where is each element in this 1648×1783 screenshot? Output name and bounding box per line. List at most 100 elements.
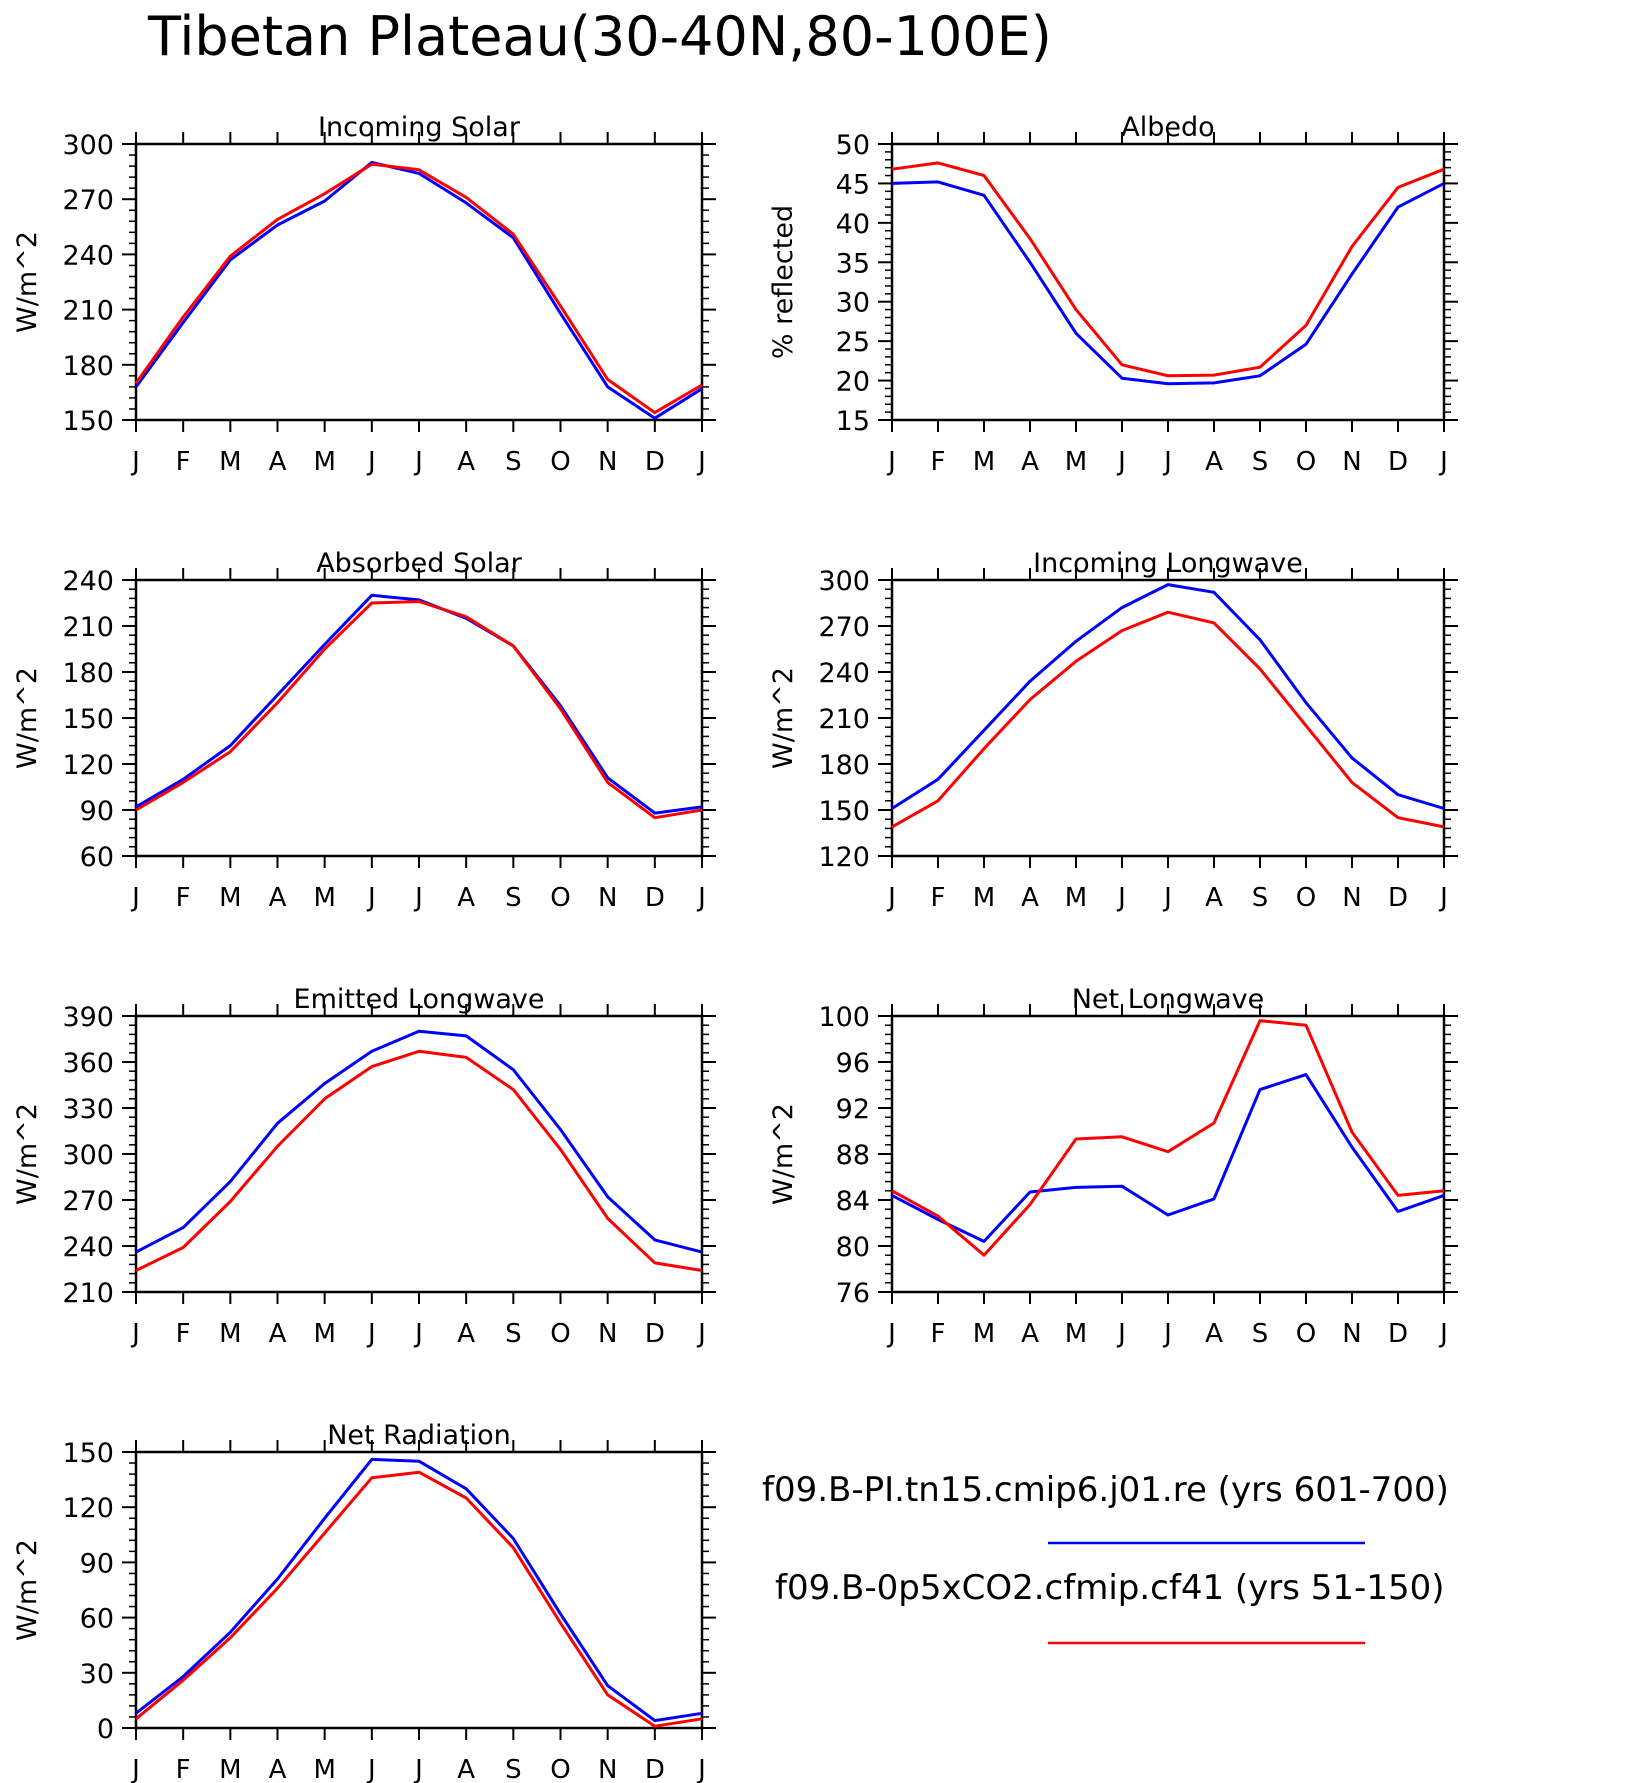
x-tick-label: J xyxy=(696,1319,706,1349)
legend-label-blue: f09.B-PI.tn15.cmip6.j01.re (yrs 601-700) xyxy=(762,1470,1449,1510)
y-tick-label: 210 xyxy=(62,612,114,643)
x-tick-label: D xyxy=(645,883,665,913)
x-tick-label: M xyxy=(973,883,995,913)
x-tick-label: J xyxy=(1116,1319,1126,1349)
x-tick-label: S xyxy=(1252,883,1269,913)
x-tick-label: J xyxy=(886,1319,896,1349)
series-line-red xyxy=(891,610,1445,829)
x-tick-label: J xyxy=(1162,1319,1172,1349)
x-tick-label: N xyxy=(598,447,617,477)
y-tick-label: 270 xyxy=(62,1186,114,1217)
x-tick-label: J xyxy=(1162,447,1172,477)
plot-frame xyxy=(134,142,704,422)
legend-lines xyxy=(1048,1541,1365,1645)
x-tick-label: J xyxy=(1162,883,1172,913)
x-tick-label: O xyxy=(1296,883,1316,913)
series-line-red xyxy=(891,161,1445,378)
x-tick-label: A xyxy=(269,1755,287,1783)
x-tick-label: J xyxy=(366,447,376,477)
x-tick-label: A xyxy=(457,883,475,913)
x-tick-label: A xyxy=(457,1755,475,1783)
x-tick-label: M xyxy=(1065,447,1087,477)
y-tick-label: 270 xyxy=(818,612,870,643)
x-tick-label: J xyxy=(366,1755,376,1783)
series-line-red xyxy=(135,600,703,820)
series-line-blue xyxy=(134,160,703,420)
x-tick-label: D xyxy=(1388,1319,1408,1349)
x-tick-label: J xyxy=(1438,1319,1448,1349)
y-axis-label: W/m^2 xyxy=(12,1539,43,1641)
x-tick-label: J xyxy=(1116,883,1126,913)
y-tick-label: 45 xyxy=(836,169,870,200)
x-tick-label: J xyxy=(366,883,376,913)
x-tick-label: J xyxy=(886,883,896,913)
x-tick-label: A xyxy=(269,883,287,913)
x-tick-label: M xyxy=(313,1755,335,1783)
y-tick-label: 30 xyxy=(836,288,870,319)
x-tick-label: A xyxy=(1205,447,1223,477)
x-tick-label: O xyxy=(1296,1319,1316,1349)
y-tick-label: 360 xyxy=(62,1048,114,1079)
plot-frame xyxy=(134,1450,704,1730)
x-tick-label: F xyxy=(176,1755,191,1783)
x-tick-label: S xyxy=(505,447,522,477)
y-axis-label: W/m^2 xyxy=(768,667,799,769)
x-tick-label: J xyxy=(413,1755,423,1783)
y-tick-label: 60 xyxy=(80,842,114,873)
x-tick-label: J xyxy=(1116,447,1126,477)
y-axis-label: W/m^2 xyxy=(12,1103,43,1205)
y-tick-label: 240 xyxy=(62,566,114,597)
x-tick-label: J xyxy=(1438,447,1448,477)
x-tick-label: A xyxy=(457,447,475,477)
x-tick-label: N xyxy=(1342,883,1361,913)
x-tick-label: O xyxy=(550,1755,570,1783)
x-tick-label: A xyxy=(1021,447,1039,477)
series-line-red xyxy=(891,1019,1445,1257)
legend-label-red: f09.B-0p5xCO2.cfmip.cf41 (yrs 51-150) xyxy=(775,1568,1445,1608)
x-tick-label: A xyxy=(1205,1319,1223,1349)
x-tick-label: M xyxy=(973,1319,995,1349)
x-tick-label: A xyxy=(1021,883,1039,913)
y-tick-label: 180 xyxy=(62,658,114,689)
series-line-blue xyxy=(135,1457,703,1723)
x-tick-label: M xyxy=(313,447,335,477)
x-tick-label: M xyxy=(313,1319,335,1349)
y-tick-label: 150 xyxy=(62,406,114,437)
y-tick-label: 150 xyxy=(62,1438,114,1469)
y-tick-label: 30 xyxy=(80,1659,114,1690)
x-tick-label: S xyxy=(1252,1319,1269,1349)
y-tick-label: 50 xyxy=(836,130,870,161)
series-line-blue xyxy=(891,583,1445,810)
x-tick-label: A xyxy=(457,1319,475,1349)
x-tick-label: J xyxy=(413,883,423,913)
x-tick-label: N xyxy=(598,883,617,913)
y-tick-label: 0 xyxy=(97,1714,114,1745)
x-tick-label: A xyxy=(1205,883,1223,913)
series-line-blue xyxy=(891,1073,1445,1243)
x-tick-label: A xyxy=(269,447,287,477)
y-tick-label: 270 xyxy=(62,185,114,216)
y-tick-label: 150 xyxy=(62,704,114,735)
y-tick-label: 20 xyxy=(836,367,870,398)
x-tick-label: A xyxy=(1021,1319,1039,1349)
x-tick-label: N xyxy=(1342,447,1361,477)
x-tick-label: J xyxy=(130,447,140,477)
x-tick-label: N xyxy=(598,1319,617,1349)
x-tick-label: M xyxy=(219,447,241,477)
y-tick-label: 96 xyxy=(836,1048,870,1079)
x-tick-label: O xyxy=(550,1319,570,1349)
x-tick-label: D xyxy=(645,1319,665,1349)
y-axis-label: W/m^2 xyxy=(12,667,43,769)
x-tick-label: F xyxy=(931,447,946,477)
x-tick-label: S xyxy=(505,883,522,913)
plot-frame xyxy=(890,142,1446,422)
y-tick-label: 210 xyxy=(62,296,114,327)
y-tick-label: 120 xyxy=(62,750,114,781)
x-tick-label: J xyxy=(696,883,706,913)
